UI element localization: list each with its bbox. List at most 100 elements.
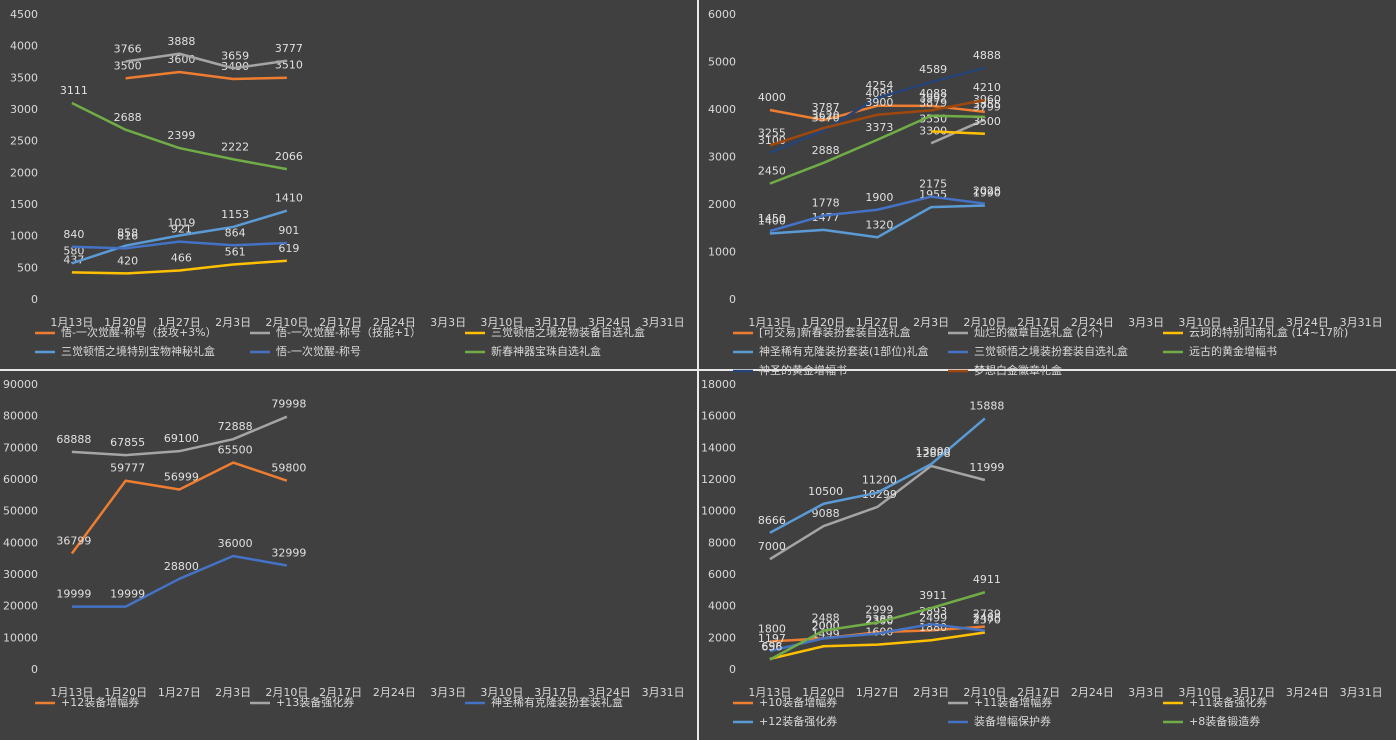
data-label: 9088: [812, 507, 840, 520]
data-label: 1197: [758, 632, 786, 645]
series-line: [71, 259, 287, 275]
data-label: 1019: [167, 216, 195, 229]
data-label: 59800: [271, 462, 306, 475]
x-tick-label: 1月20日: [802, 686, 845, 699]
x-tick-label: 3月24日: [1286, 686, 1329, 699]
data-label: 1450: [758, 212, 786, 225]
data-label: 8666: [758, 514, 786, 527]
series-line: [125, 70, 287, 81]
data-label: 3855: [973, 98, 1001, 111]
x-tick-label: 2月24日: [373, 316, 416, 329]
data-label: 13000: [916, 445, 951, 458]
legend-label: 装备增幅保护券: [974, 714, 1051, 728]
y-tick-label: 16000: [701, 410, 736, 423]
data-label: 3373: [865, 121, 893, 134]
data-label: 10500: [808, 485, 843, 498]
data-label: 2066: [275, 150, 303, 163]
data-label: 65500: [218, 444, 253, 457]
data-label: 437: [63, 253, 84, 266]
data-label: 56999: [164, 471, 199, 484]
y-tick-label: 30000: [3, 568, 38, 581]
y-tick-label: 10000: [3, 631, 38, 644]
legend-label: +8装备锻造券: [1189, 714, 1260, 728]
y-tick-label: 70000: [3, 441, 38, 454]
series-line: [769, 66, 986, 154]
legend-label: 悟-一次觉醒-称号: [276, 344, 361, 358]
y-tick-label: 1000: [10, 230, 38, 243]
data-label: 28800: [164, 560, 199, 573]
x-tick-label: 3月17日: [1232, 316, 1275, 329]
legend-label: 三觉顿悟之境装扮套装自选礼盒: [974, 344, 1128, 358]
legend-label: 远古的黄金增幅书: [1189, 344, 1277, 358]
y-tick-label: 4000: [708, 600, 736, 613]
data-label: 3777: [275, 42, 303, 55]
series-line: [769, 622, 986, 653]
data-label: 3766: [114, 42, 142, 55]
data-label: 1778: [812, 197, 840, 210]
legend-label: 悟-一次觉醒-称号（技攻+3%）: [61, 325, 217, 339]
y-tick-label: 0: [31, 663, 38, 676]
data-label: 69100: [164, 432, 199, 445]
series-line: [769, 631, 986, 661]
x-tick-label: 3月24日: [588, 686, 631, 699]
y-tick-label: 20000: [3, 600, 38, 613]
legend-label: 三觉顿悟之境宠物装备自选礼盒: [491, 325, 645, 339]
x-tick-label: 2月24日: [1071, 686, 1114, 699]
x-tick-label: 3月24日: [1286, 316, 1329, 329]
x-tick-label: 2月24日: [373, 686, 416, 699]
y-tick-label: 18000: [701, 378, 736, 391]
data-label: 656: [761, 641, 782, 654]
data-label: 15888: [969, 399, 1004, 412]
series-line: [71, 240, 287, 250]
x-tick-label: 1月20日: [104, 686, 147, 699]
y-tick-label: 2500: [10, 135, 38, 148]
x-tick-label: 2月17日: [319, 686, 362, 699]
x-tick-label: 2月24日: [1071, 316, 1114, 329]
series-line: [125, 52, 288, 70]
x-tick-label: 3月17日: [534, 686, 577, 699]
chart: 0 1000 2000 3000 4000 5000 6000 1月13日 1月20日 1月27日…: [708, 8, 1383, 377]
data-label: 1410: [275, 192, 303, 205]
data-label: 561: [225, 245, 246, 258]
data-label: 67855: [110, 436, 145, 449]
y-tick-label: 1000: [708, 246, 736, 259]
data-label: 36799: [56, 534, 91, 547]
legend-label: 神圣稀有克隆装扮套装礼盒: [491, 695, 623, 709]
legend-label: +12装备增幅券: [61, 695, 139, 709]
data-label: 2999: [865, 604, 893, 617]
data-label: 19999: [110, 588, 145, 601]
data-label: 3888: [167, 35, 195, 48]
data-label: 1400: [758, 215, 786, 228]
y-tick-label: 80000: [3, 410, 38, 423]
data-label: 2370: [973, 613, 1001, 626]
data-label: 3659: [221, 49, 249, 62]
x-tick-label: 3月10日: [1178, 686, 1221, 699]
legend-label: 三觉顿悟之境特别宝物神秘礼盒: [61, 344, 215, 358]
data-label: 72888: [218, 420, 253, 433]
y-tick-label: 90000: [3, 378, 38, 391]
data-label: 921: [171, 223, 192, 236]
data-label: 19999: [56, 588, 91, 601]
data-label: 3620: [812, 109, 840, 122]
x-tick-label: 3月3日: [430, 316, 466, 329]
data-label: 2739: [973, 608, 1001, 621]
x-tick-label: 1月13日: [50, 686, 93, 699]
x-tick-label: 2月10日: [265, 316, 308, 329]
data-label: 2488: [812, 612, 840, 625]
x-tick-label: 3月31日: [642, 316, 685, 329]
legend-label: 梦想白金徽章礼盒: [974, 363, 1062, 377]
data-label: 1320: [865, 218, 893, 231]
x-tick-label: 1月27日: [856, 686, 899, 699]
y-tick-label: 14000: [701, 441, 736, 454]
x-tick-label: 3月10日: [1178, 316, 1221, 329]
legend-label: +11装备增幅券: [974, 695, 1052, 709]
y-tick-label: 40000: [3, 536, 38, 549]
series-line: [769, 464, 986, 561]
x-tick-label: 2月10日: [963, 316, 1006, 329]
data-label: 3992: [919, 91, 947, 104]
x-tick-label: 3月17日: [534, 316, 577, 329]
y-tick-label: 500: [17, 261, 38, 274]
x-tick-label: 2月17日: [1017, 686, 1060, 699]
y-tick-label: 4000: [10, 40, 38, 53]
data-label: 11999: [969, 461, 1004, 474]
